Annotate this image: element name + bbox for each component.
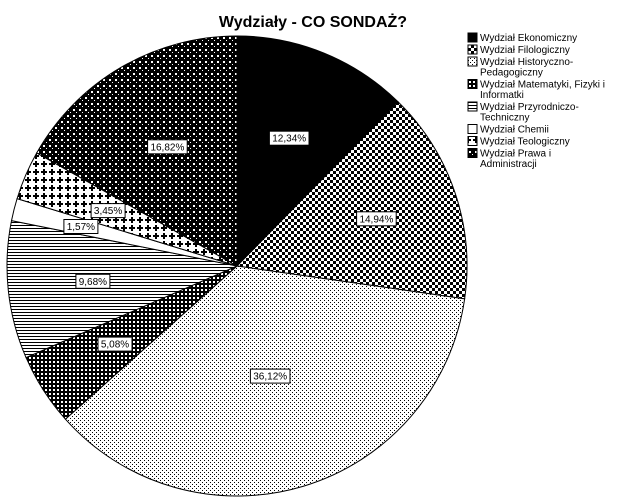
pie-slice-wydzial-prawa-i-administracji xyxy=(36,35,238,267)
data-label-wydzial-przyrodniczo-techniczny: 9,68% xyxy=(75,273,111,289)
data-label-text: 36,12% xyxy=(253,372,287,383)
legend-label: Informatki xyxy=(480,90,524,101)
data-label-box xyxy=(90,203,126,219)
data-label-text: 3,45% xyxy=(94,206,122,217)
data-label-wydzial-filologiczny: 14,94% xyxy=(356,211,397,227)
legend-label: Wydział Prawa i xyxy=(480,149,551,160)
data-label-wydzial-chemii: 1,57% xyxy=(63,219,99,234)
data-label-box xyxy=(147,139,188,155)
legend-swatch xyxy=(467,101,478,112)
legend-label: Pedagogiczny xyxy=(480,68,543,79)
data-label-box xyxy=(268,130,310,146)
legend-label: Techniczny xyxy=(480,113,529,124)
legend-label: Wydział Ekonomiczny xyxy=(480,33,577,44)
data-label-box xyxy=(356,211,397,227)
legend-label: Administracji xyxy=(480,159,537,170)
legend-swatch xyxy=(467,124,478,134)
pie-slices xyxy=(6,35,468,497)
legend-label: Wydział Matematyki, Fizyki i xyxy=(480,80,605,91)
data-label-box xyxy=(97,336,133,352)
data-label-text: 16,82% xyxy=(150,142,184,153)
data-label-text: 5,08% xyxy=(101,340,129,351)
legend-item-wydzial-chemii: Wydział Chemii xyxy=(467,124,549,136)
data-label-box xyxy=(249,368,291,384)
legend-swatch xyxy=(467,136,478,146)
legend-item-wydzial-teologiczny: Wydział Teologiczny xyxy=(467,136,570,148)
legend-label: Wydział Przyrodniczo- xyxy=(480,102,579,113)
data-label-wydzial-teologiczny: 3,45% xyxy=(90,203,126,219)
data-label-wydzial-prawa-i-administracji: 16,82% xyxy=(147,139,188,155)
data-label-wydzial-historyczno-pedagogiczny: 36,12% xyxy=(249,368,291,384)
data-label-text: 1,57% xyxy=(67,222,95,233)
legend-swatch xyxy=(467,79,478,89)
legend-swatch xyxy=(467,32,478,43)
legend-item-wydzial-przyrodniczo-techniczny: Wydział Przyrodniczo-Techniczny xyxy=(467,101,579,124)
legend-swatch xyxy=(467,148,478,158)
data-label-box xyxy=(63,219,99,234)
legend-label: Wydział Historyczno- xyxy=(480,57,573,68)
chart-title: Wydziały - CO SONDAŻ? xyxy=(219,13,407,31)
data-label-wydzial-ekonomiczny: 12,34% xyxy=(268,130,310,146)
legend-item-wydzial-ekonomiczny: Wydział Ekonomiczny xyxy=(467,32,577,44)
data-label-text: 12,34% xyxy=(272,134,306,145)
legend-swatch xyxy=(467,44,478,55)
legend-item-wydzial-filologiczny: Wydział Filologiczny xyxy=(467,44,570,56)
pie-slice-wydzial-filologiczny xyxy=(235,101,468,300)
legend-label: Wydział Filologiczny xyxy=(480,45,570,56)
legend-label: Wydział Chemii xyxy=(480,125,549,136)
pie-slice-wydzial-ekonomiczny xyxy=(236,35,399,268)
data-label-box xyxy=(75,273,111,289)
data-label-text: 14,94% xyxy=(359,214,393,225)
pie-data-labels: 12,34% 14,94% 36,12% 5,08% 9,68% 1,57% 3,45% 16… xyxy=(63,130,397,384)
data-label-text: 9,68% xyxy=(79,277,107,288)
legend-label: Wydział Teologiczny xyxy=(480,137,570,148)
legend-swatch xyxy=(467,56,478,67)
data-label-wydzial-matematyki-fizyki-i-informatki: 5,08% xyxy=(97,336,133,352)
legend-item-wydzial-historyczno-pedagogiczny: Wydział Historyczno-Pedagogiczny xyxy=(467,56,573,79)
